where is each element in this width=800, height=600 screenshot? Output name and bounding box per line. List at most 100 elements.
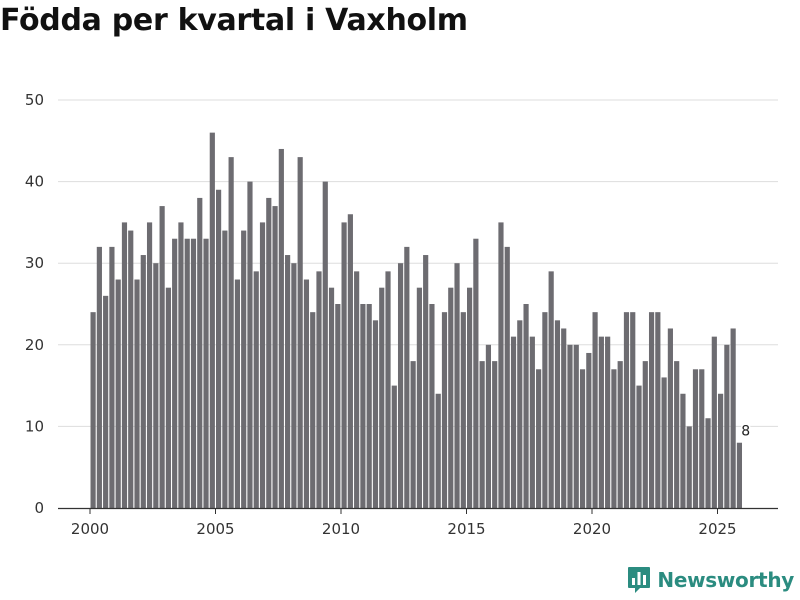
- bar: [680, 393, 686, 508]
- bar: [667, 328, 673, 508]
- bar: [498, 222, 504, 508]
- bar: [234, 279, 241, 508]
- bar: [517, 320, 523, 508]
- bar: [611, 369, 617, 508]
- bar: [686, 426, 692, 508]
- x-tick-label: 2020: [573, 520, 611, 538]
- bar: [630, 312, 636, 508]
- bar: [536, 369, 542, 508]
- bar: [316, 271, 322, 508]
- bar: [391, 385, 397, 508]
- bar: [636, 385, 642, 508]
- bar: [197, 197, 203, 509]
- bar: [655, 312, 661, 508]
- x-tick-label: 2005: [196, 520, 234, 538]
- bar: [178, 222, 184, 508]
- bar: [410, 361, 416, 508]
- x-tick-label: 2000: [71, 520, 109, 538]
- bar: [297, 157, 303, 508]
- bar: [523, 304, 529, 508]
- data-label: 8: [741, 424, 750, 440]
- brand-name: Newsworthy: [657, 568, 794, 592]
- brand: Newsworthy: [627, 566, 794, 594]
- bar: [347, 214, 353, 509]
- bar: [366, 304, 372, 508]
- bar: [586, 352, 592, 508]
- bar: [429, 304, 435, 508]
- bar: [718, 393, 724, 508]
- bar: [724, 344, 730, 508]
- bar: [328, 287, 335, 508]
- bar: [90, 312, 96, 508]
- bar: [473, 238, 479, 508]
- bar: [103, 295, 109, 508]
- bar: [109, 246, 115, 508]
- bar: [266, 197, 272, 509]
- bar: [504, 246, 510, 508]
- bar: [153, 263, 159, 508]
- bar: [253, 271, 259, 508]
- bar: [448, 287, 454, 508]
- bar: [416, 287, 422, 508]
- x-tick-label: 2025: [698, 520, 736, 538]
- bars: [90, 132, 743, 509]
- bar: [554, 320, 561, 508]
- bar: [190, 238, 197, 508]
- bar: [699, 369, 705, 508]
- bar: [567, 344, 573, 508]
- bar: [492, 361, 498, 508]
- y-tick-label: 0: [34, 499, 44, 517]
- bar: [711, 336, 717, 508]
- bar: [542, 312, 548, 508]
- bar: [642, 361, 648, 508]
- bar: [435, 393, 441, 508]
- bar: [460, 312, 466, 508]
- bar: [115, 279, 121, 508]
- x-axis-ticks: 2000 2005 2010 2015 2020 2025: [71, 508, 737, 538]
- bar: [736, 442, 743, 508]
- bar: [598, 336, 604, 508]
- bar: [341, 222, 347, 508]
- bar: [140, 255, 146, 508]
- bar: [354, 271, 360, 508]
- bar: [303, 279, 310, 508]
- bar: [285, 255, 291, 508]
- bar: [617, 361, 623, 508]
- bar: [241, 230, 247, 508]
- bar: [209, 132, 215, 508]
- bar: [467, 287, 473, 508]
- bar: [454, 263, 460, 508]
- bar: [605, 336, 611, 508]
- bar: [510, 336, 517, 508]
- bar: [172, 238, 178, 508]
- bar: [730, 328, 736, 508]
- newsworthy-logo-icon: [628, 567, 651, 593]
- bar: [441, 312, 448, 508]
- bar: [573, 344, 579, 508]
- bar: [159, 206, 165, 508]
- bar: [128, 230, 134, 508]
- bar: [661, 377, 667, 508]
- bar: [247, 181, 253, 508]
- bar: [561, 328, 567, 508]
- bar: [423, 255, 429, 508]
- bar: [278, 148, 284, 508]
- y-tick-label: 20: [25, 336, 44, 354]
- bar: [134, 279, 140, 508]
- bar: [485, 344, 492, 508]
- bar: [310, 312, 316, 508]
- x-tick-label: 2010: [322, 520, 360, 538]
- bar: [216, 189, 222, 508]
- bar: [372, 320, 379, 508]
- data-labels: 8: [740, 422, 752, 441]
- bar: [579, 369, 586, 508]
- bar: [121, 222, 128, 508]
- bar: [404, 246, 410, 508]
- chart-title: Födda per kvartal i Vaxholm: [0, 3, 468, 38]
- bar: [648, 312, 655, 508]
- bar: [222, 230, 228, 508]
- bar: [322, 181, 328, 508]
- bar: [272, 206, 278, 508]
- y-axis-labels: 0 10 20 30 40 50: [25, 91, 44, 517]
